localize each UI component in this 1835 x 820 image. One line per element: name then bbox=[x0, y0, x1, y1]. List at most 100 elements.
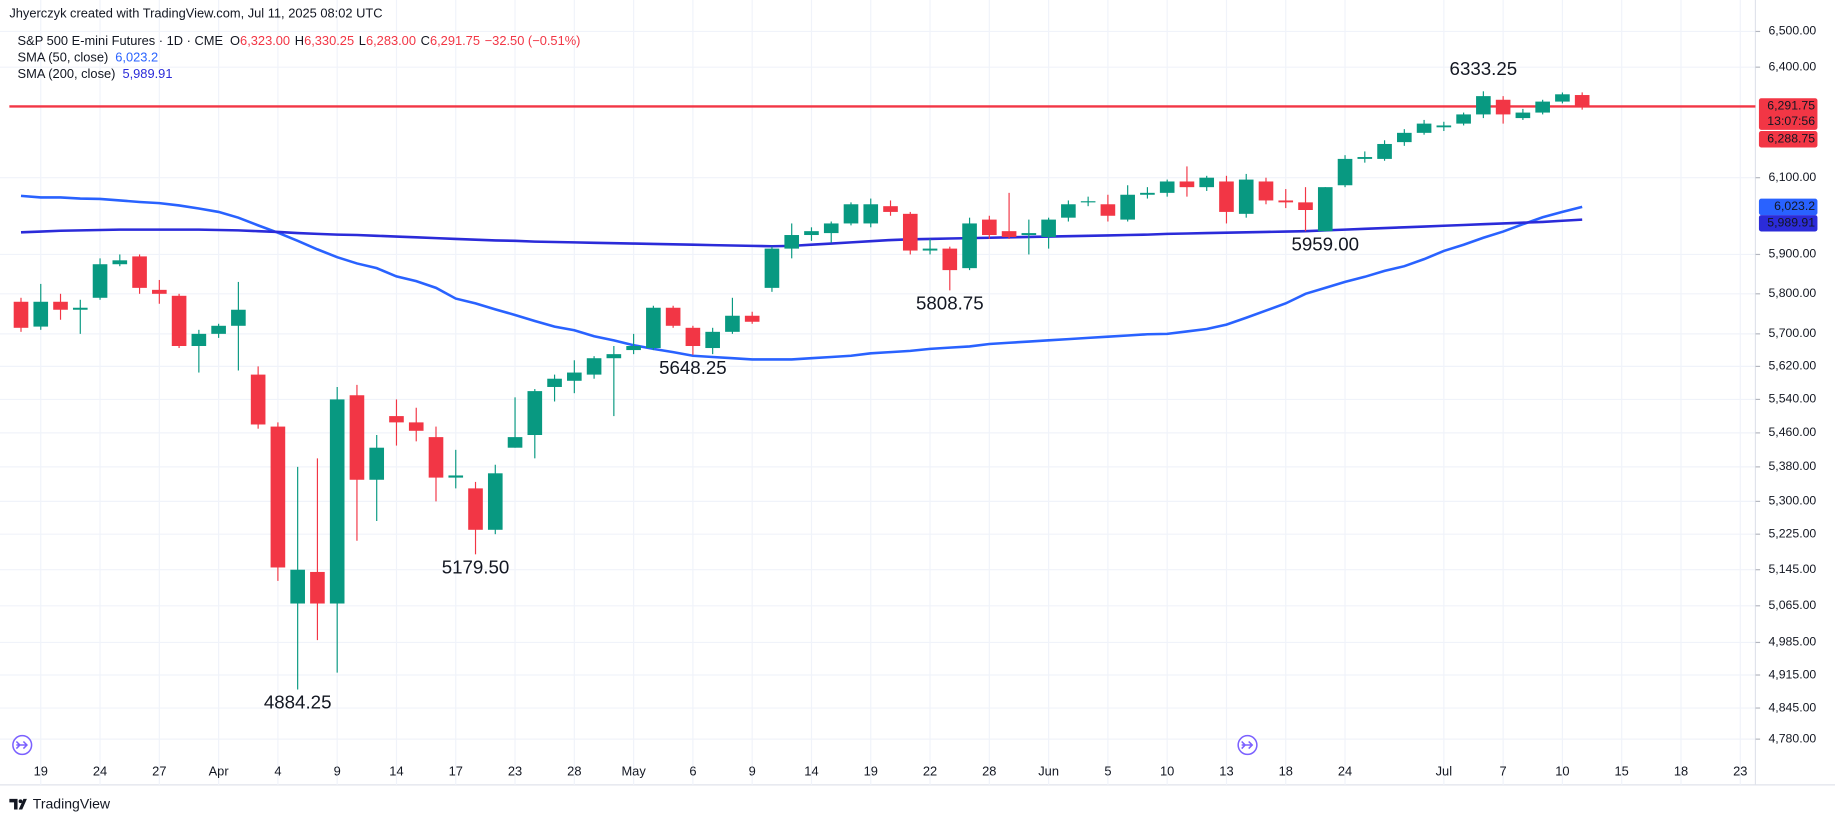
candle-body bbox=[586, 358, 602, 375]
candle-body bbox=[1317, 187, 1333, 232]
symbol-title: S&P 500 E-mini Futures · 1D · CME bbox=[18, 34, 224, 49]
x-tick-label: 18 bbox=[1674, 763, 1688, 778]
candle-body bbox=[13, 301, 29, 328]
candle-body bbox=[1219, 181, 1234, 212]
x-tick-label: 10 bbox=[1160, 763, 1174, 778]
candle-body bbox=[843, 204, 859, 224]
sma-value: 5,989.91 bbox=[122, 66, 172, 81]
candle-body bbox=[725, 315, 740, 332]
x-tick-label: 23 bbox=[1733, 763, 1747, 778]
candle-body bbox=[1337, 158, 1353, 186]
candle-body bbox=[1159, 181, 1175, 193]
sma-legend[interactable]: SMA (50, close) 6,023.2 bbox=[18, 50, 159, 65]
candle-body bbox=[1456, 114, 1471, 124]
x-tick-label: 4 bbox=[274, 763, 281, 778]
candle-body bbox=[883, 206, 898, 212]
x-tick-label: 24 bbox=[93, 763, 107, 778]
x-tick-label: Jul bbox=[1436, 763, 1452, 778]
candle-body bbox=[349, 395, 365, 480]
x-tick-label: 9 bbox=[334, 763, 341, 778]
price-tag-label: 6,291.75 bbox=[1767, 99, 1815, 113]
x-tick-label: 28 bbox=[567, 763, 581, 778]
y-tick-label: 4,845.00 bbox=[1768, 700, 1816, 714]
y-tick-label: 5,700.00 bbox=[1768, 326, 1816, 340]
candle-body bbox=[606, 354, 622, 359]
y-tick-label: 5,145.00 bbox=[1768, 562, 1816, 576]
candle-body bbox=[685, 327, 701, 347]
x-tick-label: 19 bbox=[864, 763, 878, 778]
candle-body bbox=[863, 204, 879, 224]
candle-body bbox=[1021, 233, 1037, 236]
candle-body bbox=[290, 569, 305, 604]
y-tick-label: 6,400.00 bbox=[1768, 59, 1816, 73]
label-layer: 4,780.00 4,845.00 4,915.00 4,985.00 5,065.00… bbox=[34, 24, 1818, 778]
low-value-label: 5959.00 bbox=[1291, 234, 1359, 255]
candle-body bbox=[112, 260, 128, 265]
candle-layer bbox=[13, 91, 1590, 690]
x-tick-label: 7 bbox=[1500, 763, 1507, 778]
candle-body bbox=[329, 399, 345, 604]
x-tick-label: 15 bbox=[1615, 763, 1629, 778]
candle-body bbox=[1278, 200, 1294, 203]
candle-body bbox=[1535, 101, 1550, 113]
low-value-label: 5179.50 bbox=[442, 556, 510, 577]
sma-tag-label: 6,023.2 bbox=[1774, 199, 1815, 213]
candle-body bbox=[507, 437, 523, 448]
x-tick-label: 24 bbox=[1338, 763, 1352, 778]
candle-body bbox=[982, 219, 997, 236]
candle-body bbox=[1555, 94, 1570, 102]
sma-tag bbox=[1758, 198, 1818, 216]
candle-body bbox=[487, 473, 503, 530]
candle-body bbox=[942, 248, 958, 271]
candle-body bbox=[1298, 202, 1313, 211]
sma-tag-label: 5,989.91 bbox=[1767, 216, 1815, 230]
x-tick-label: May bbox=[621, 763, 646, 778]
low-value-label: 5648.25 bbox=[659, 357, 727, 378]
ohlc-value: 6,330.25 bbox=[304, 34, 354, 49]
candle-body bbox=[1436, 125, 1452, 128]
sma-value: 6,023.2 bbox=[115, 50, 158, 65]
candle-body bbox=[1080, 201, 1096, 203]
candle-body bbox=[468, 488, 483, 530]
sma-tag bbox=[1758, 215, 1818, 232]
candle-body bbox=[1476, 96, 1491, 115]
candle-body bbox=[231, 309, 246, 326]
candle-body bbox=[962, 223, 977, 269]
time-marker-icon[interactable] bbox=[1237, 734, 1258, 756]
candle-body bbox=[428, 437, 444, 478]
y-tick-label: 4,985.00 bbox=[1768, 635, 1816, 649]
y-tick-label: 6,100.00 bbox=[1768, 170, 1816, 184]
ohlc-value: 6,323.00 bbox=[240, 34, 290, 49]
candle-body bbox=[448, 475, 464, 478]
y-tick-label: 5,540.00 bbox=[1768, 392, 1816, 406]
candle-body bbox=[152, 289, 167, 294]
x-tick-label: 28 bbox=[982, 763, 996, 778]
candle-body bbox=[408, 422, 424, 431]
sma-legend[interactable]: SMA (200, close) 5,989.91 bbox=[18, 66, 173, 81]
sma-name: SMA (50, close) bbox=[18, 50, 109, 65]
y-tick-label: 5,800.00 bbox=[1768, 286, 1816, 300]
ohlc-key: L bbox=[359, 34, 366, 49]
header-layer: Jhyerczyk created with TradingView.com, … bbox=[9, 5, 580, 81]
logo-mark bbox=[9, 798, 27, 810]
time-marker-icon[interactable] bbox=[12, 734, 33, 756]
x-tick-label: 10 bbox=[1555, 763, 1569, 778]
y-tick-label: 4,915.00 bbox=[1768, 667, 1816, 681]
x-tick-label: 23 bbox=[508, 763, 522, 778]
ohlc-key: H bbox=[295, 34, 304, 49]
candle-body bbox=[646, 307, 661, 349]
ohlc-change: −32.50 (−0.51%) bbox=[485, 34, 581, 49]
x-tick-label: 22 bbox=[923, 763, 937, 778]
footer-logo[interactable]: TradingView bbox=[9, 795, 111, 811]
candle-body bbox=[764, 248, 780, 288]
x-tick-label: 9 bbox=[749, 763, 756, 778]
icon-arrow bbox=[15, 740, 28, 750]
icon-arrow bbox=[1241, 740, 1254, 750]
candle-body bbox=[33, 301, 49, 327]
candle-body bbox=[1061, 204, 1076, 218]
y-tick-label: 5,300.00 bbox=[1768, 494, 1816, 508]
x-tick-label: 6 bbox=[689, 763, 696, 778]
candle-body bbox=[1357, 157, 1373, 159]
